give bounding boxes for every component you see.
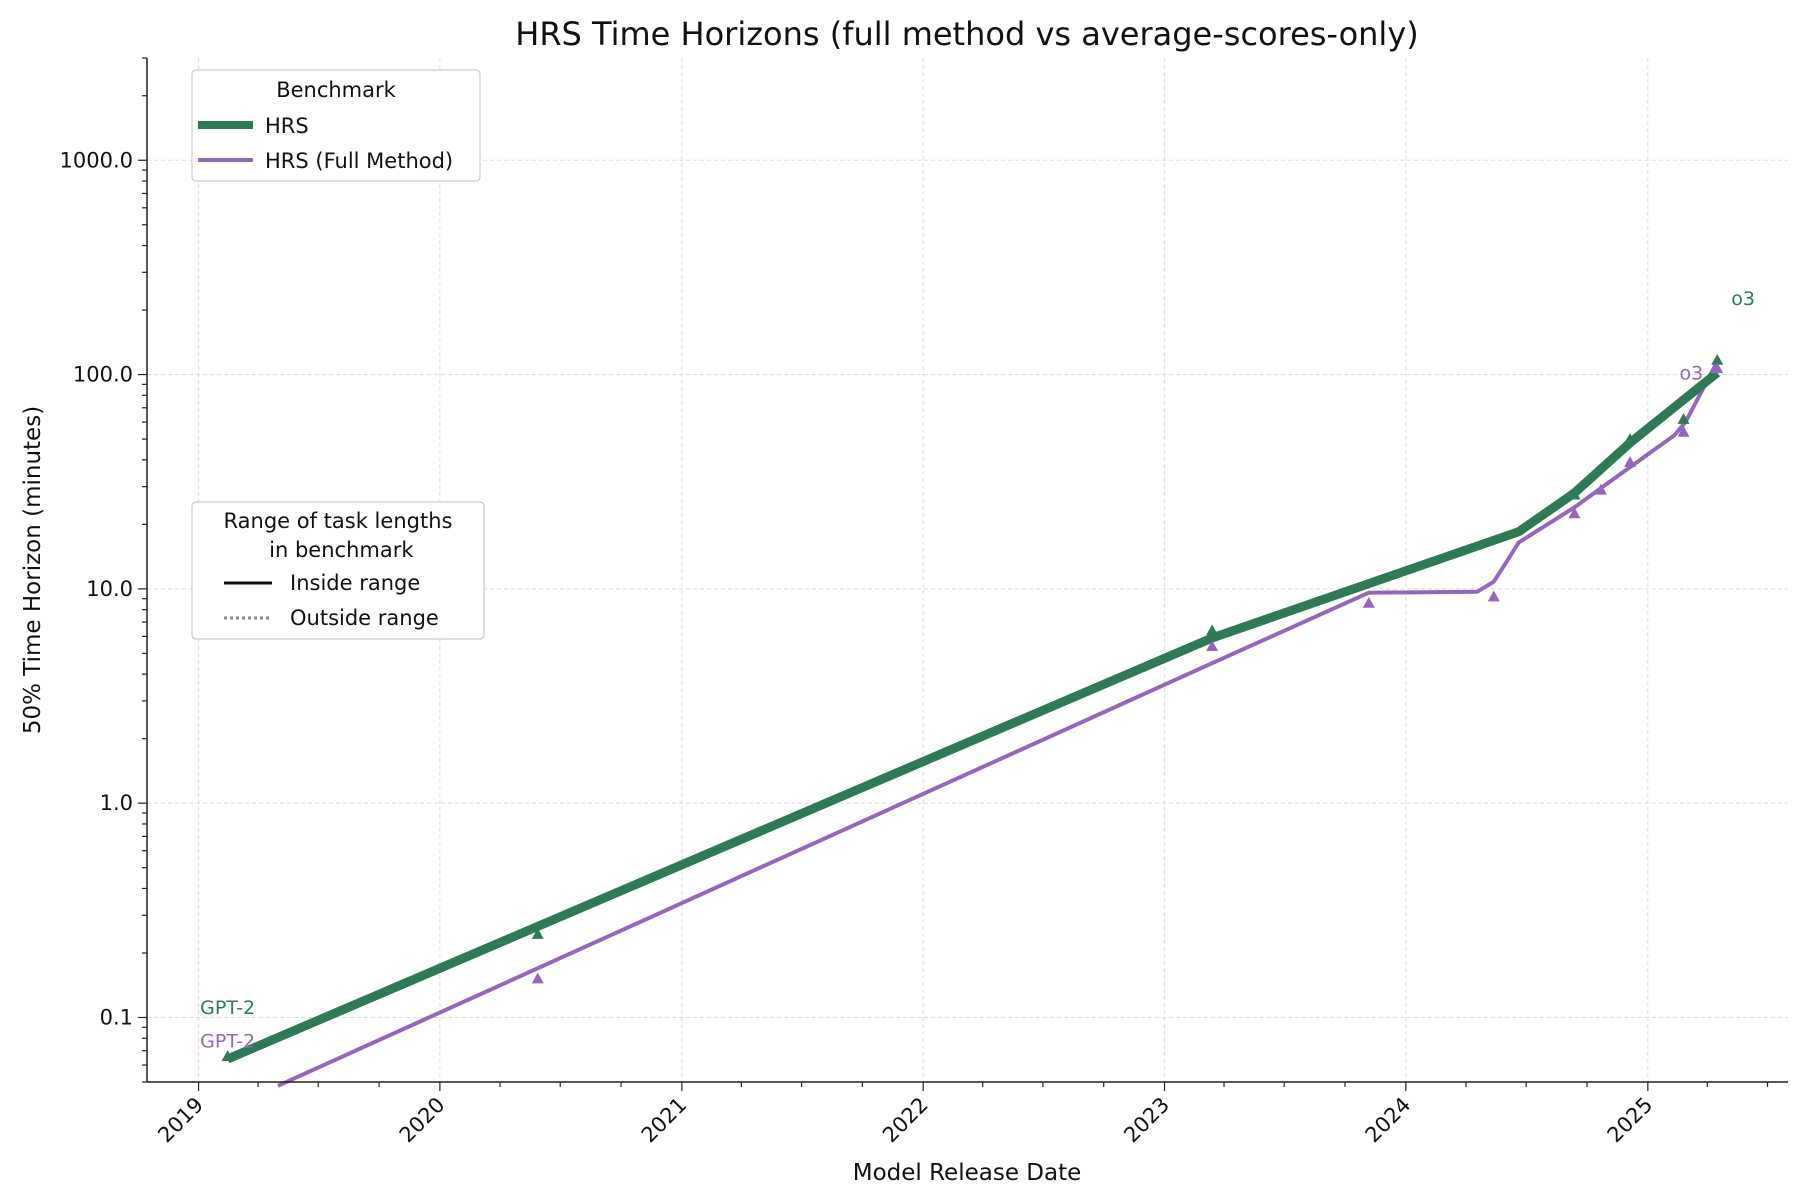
data-point-hrs-full bbox=[1206, 640, 1219, 652]
data-point-hrs-full bbox=[1711, 362, 1724, 374]
data-point-hrs bbox=[1677, 413, 1690, 424]
series-line-hrs-full bbox=[277, 360, 1720, 1088]
y-ticks: 0.1 1.0 10.0 100.0 1000.0 bbox=[60, 57, 147, 1083]
data-point-hrs bbox=[1711, 353, 1724, 365]
x-tick-label: 2025 bbox=[1603, 1093, 1658, 1148]
legend-label-hrs: HRS bbox=[265, 114, 309, 138]
data-point-hrs-full bbox=[1568, 507, 1581, 519]
data-point-hrs-full bbox=[1623, 456, 1636, 467]
x-tick-label: 2020 bbox=[395, 1093, 450, 1148]
x-tick-label: 2023 bbox=[1119, 1093, 1174, 1148]
axes bbox=[146, 58, 1788, 1083]
series-points bbox=[221, 353, 1724, 1061]
legend-benchmark-title: Benchmark bbox=[276, 78, 396, 102]
data-point-hrs-full bbox=[1594, 483, 1607, 495]
data-point-hrs-full bbox=[1362, 596, 1375, 608]
data-point-hrs-full bbox=[531, 972, 544, 984]
x-tick-label: 2021 bbox=[637, 1093, 692, 1148]
y-axis-label: 50% Time Horizon (minutes) bbox=[20, 406, 46, 734]
legend-range: Range of task lengths in benchmark Insid… bbox=[191, 501, 485, 640]
data-point-hrs bbox=[531, 928, 544, 939]
annotation-label: GPT-2 bbox=[200, 997, 255, 1019]
x-tick-label: 2022 bbox=[878, 1093, 933, 1148]
data-point-hrs bbox=[1206, 624, 1219, 636]
data-point-hrs bbox=[1623, 433, 1636, 444]
legend-range-title-1: Range of task lengths bbox=[224, 509, 453, 533]
annotation-label: o3 bbox=[1680, 363, 1704, 385]
annotations: GPT-2 GPT-2 o3 o3 bbox=[200, 288, 1755, 1053]
y-tick-label: 100.0 bbox=[73, 363, 133, 387]
annotation-label: GPT-2 bbox=[200, 1031, 255, 1053]
y-tick-label: 1000.0 bbox=[60, 148, 133, 172]
chart-title: HRS Time Horizons (full method vs averag… bbox=[515, 15, 1418, 53]
legend-benchmark-box bbox=[191, 69, 481, 182]
data-point-hrs-full bbox=[1677, 425, 1690, 437]
series-lines bbox=[225, 360, 1721, 1088]
legend-label-hrs-full: HRS (Full Method) bbox=[265, 149, 453, 173]
y-tick-label: 0.1 bbox=[100, 1005, 133, 1029]
y-tick-label: 1.0 bbox=[100, 791, 133, 815]
legend-benchmark: Benchmark HRS HRS (Full Method) bbox=[191, 69, 481, 182]
x-axis-label: Model Release Date bbox=[853, 1160, 1082, 1186]
series-line-hrs bbox=[225, 369, 1721, 1064]
annotation-label: o3 bbox=[1731, 288, 1755, 310]
data-point-hrs-full bbox=[1487, 590, 1500, 602]
legend-range-title-2: in benchmark bbox=[262, 538, 414, 562]
legend-label-inside: Inside range bbox=[290, 571, 420, 595]
x-tick-label: 2019 bbox=[153, 1093, 208, 1148]
x-tick-label: 2024 bbox=[1361, 1093, 1416, 1148]
legend-label-outside: Outside range bbox=[290, 606, 439, 630]
legend-range-box bbox=[191, 501, 485, 640]
data-point-hrs bbox=[1568, 488, 1581, 500]
y-tick-label: 10.0 bbox=[86, 577, 133, 601]
x-ticks: 2019 2020 2021 2022 2023 2024 2025 bbox=[153, 1082, 1769, 1148]
data-point-hrs bbox=[221, 1050, 234, 1061]
